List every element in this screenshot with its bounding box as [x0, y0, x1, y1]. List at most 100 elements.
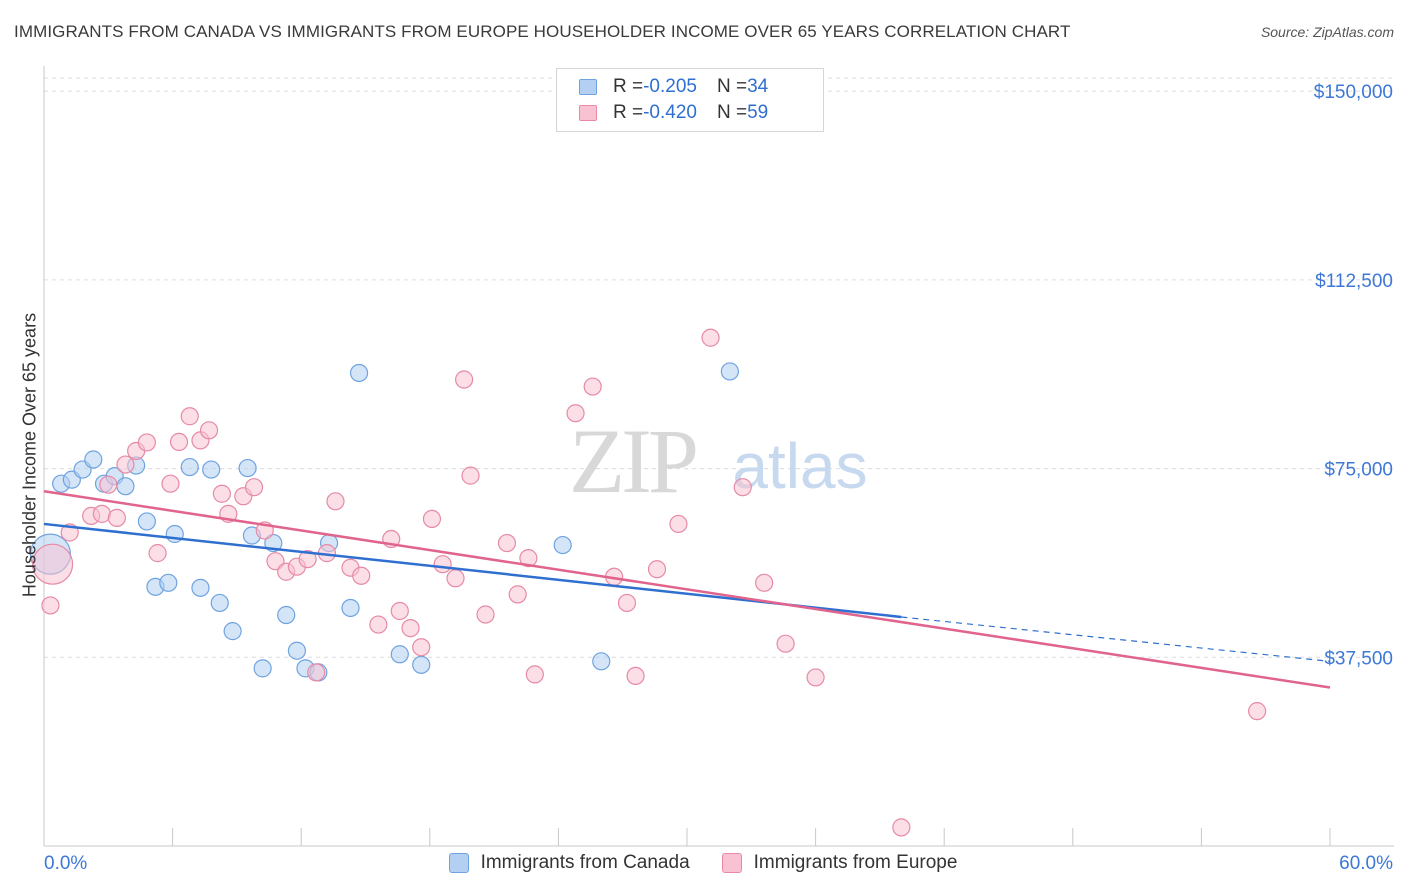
point-europe: [1248, 702, 1267, 721]
watermark: ZIP atlas: [569, 410, 868, 512]
point-europe: [199, 421, 219, 440]
point-canada: [720, 362, 739, 381]
point-europe: [92, 504, 111, 523]
point-europe: [369, 615, 388, 634]
point-europe: [892, 818, 911, 837]
point-europe: [446, 569, 465, 588]
point-europe: [161, 474, 180, 493]
trend-lines: [43, 489, 1331, 689]
point-europe: [755, 573, 774, 592]
watermark-zip: ZIP: [569, 410, 696, 512]
point-europe: [647, 560, 667, 579]
point-europe: [401, 619, 420, 638]
y-tick-label: $75,000: [1324, 460, 1393, 481]
correlation-legend: R = -0.205 N = 34 R = -0.420 N = 59: [556, 68, 824, 132]
point-europe: [412, 638, 431, 657]
point-europe: [454, 370, 474, 389]
point-europe: [525, 665, 544, 684]
legend-r-label: R =: [613, 102, 644, 123]
point-europe: [806, 668, 825, 687]
point-europe: [169, 432, 189, 452]
point-canada: [277, 605, 296, 625]
watermark-atlas: atlas: [732, 430, 867, 502]
point-canada: [116, 477, 135, 496]
point-europe: [137, 433, 156, 452]
legend-label-europe: Immigrants from Europe: [753, 852, 958, 873]
y-axis-label: Householder Income Over 65 years: [19, 312, 40, 598]
point-canada: [191, 578, 210, 597]
point-canada: [223, 622, 242, 641]
legend-item-canada[interactable]: Immigrants from Canada: [448, 852, 690, 874]
point-europe: [99, 475, 118, 494]
point-europe: [41, 596, 60, 615]
y-tick-label: $37,500: [1324, 648, 1393, 669]
legend-row-canada: R = -0.205 N = 34: [579, 75, 768, 99]
point-canada: [341, 598, 360, 618]
point-europe: [107, 508, 126, 527]
point-canada: [553, 535, 572, 555]
point-europe: [212, 484, 231, 503]
legend-row-europe: R = -0.420 N = 59: [579, 101, 768, 125]
trendline-europe: [43, 489, 1331, 689]
y-tick-labels: $37,500 $75,000 $112,500 $150,000: [1314, 82, 1393, 669]
x-tick-label: 0.0%: [44, 853, 87, 874]
point-canada: [180, 457, 199, 477]
point-canada: [412, 655, 431, 674]
point-europe: [508, 585, 527, 604]
legend-n-value: 34: [747, 76, 769, 97]
axes: [43, 66, 1394, 847]
point-europe: [701, 328, 720, 347]
point-canada: [592, 652, 611, 671]
point-europe: [519, 549, 538, 568]
point-canada: [238, 458, 257, 478]
point-canada: [210, 593, 229, 613]
point-europe: [626, 666, 645, 686]
trendline-canada-extension: [901, 616, 1331, 662]
point-europe: [461, 466, 480, 485]
point-canada: [137, 512, 156, 531]
y-tick-label: $112,500: [1315, 271, 1393, 292]
point-europe: [476, 605, 495, 624]
point-europe: [307, 663, 326, 682]
grid-lines: [44, 77, 1394, 658]
legend-r-value: -0.205: [643, 76, 697, 97]
point-europe: [116, 455, 135, 474]
point-europe: [148, 544, 167, 563]
legend-n-label: N =: [716, 102, 748, 123]
series-legend: Immigrants from Canada Immigrants from E…: [0, 852, 1406, 874]
legend-swatch-canada: [579, 79, 597, 95]
point-europe: [326, 492, 345, 511]
point-canada: [84, 450, 103, 469]
chart-title: IMMIGRANTS FROM CANADA VS IMMIGRANTS FRO…: [14, 22, 1071, 41]
point-europe: [422, 509, 442, 529]
point-europe: [390, 601, 409, 621]
legend-swatch-canada: [448, 853, 469, 873]
point-europe: [31, 543, 74, 585]
legend-r-label: R =: [613, 76, 644, 97]
point-europe: [352, 566, 371, 585]
legend-r-value: -0.420: [643, 102, 697, 123]
point-europe: [669, 514, 688, 534]
y-tick-label: $150,000: [1314, 82, 1393, 103]
point-europe: [244, 478, 264, 497]
legend-n-label: N =: [716, 76, 748, 97]
x-tick-label: 60.0%: [1339, 853, 1393, 874]
point-canada: [349, 363, 369, 383]
point-europe: [566, 404, 585, 423]
point-canada: [390, 645, 409, 664]
point-canada: [202, 460, 221, 479]
point-europe: [583, 377, 602, 396]
x-tick-labels: 0.0% 60.0%: [44, 853, 1393, 874]
point-canada: [253, 659, 272, 678]
legend-item-europe[interactable]: Immigrants from Europe: [721, 852, 958, 874]
point-europe: [776, 634, 795, 653]
point-europe: [433, 555, 452, 574]
legend-swatch-europe: [721, 853, 742, 873]
legend-label-canada: Immigrants from Canada: [480, 852, 690, 873]
legend-swatch-europe: [579, 105, 597, 121]
data-points: [29, 328, 1267, 837]
point-canada: [159, 573, 178, 592]
legend-n-value: 59: [747, 102, 769, 123]
point-europe: [733, 478, 752, 497]
